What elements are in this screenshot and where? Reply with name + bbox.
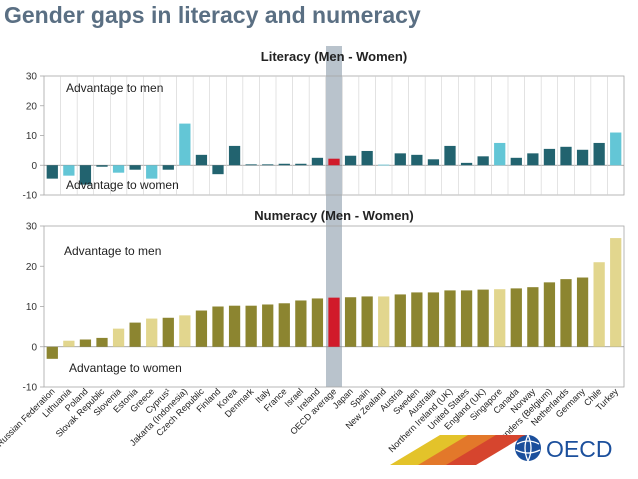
bar — [146, 165, 158, 179]
panel-title: Literacy (Men - Women) — [261, 49, 407, 64]
bar — [262, 304, 274, 347]
bar — [411, 154, 423, 166]
bar — [228, 305, 241, 347]
oecd-logo-text: OECD — [546, 436, 612, 462]
y-tick-label: 30 — [26, 72, 38, 83]
bar — [278, 163, 290, 166]
bar — [460, 162, 473, 166]
footer-stripe-red — [446, 435, 526, 465]
y-tick-label: -10 — [23, 191, 38, 202]
bar — [444, 145, 456, 166]
literacy-chart: -10 0 10 20 30 Literacy (Men - Women) Advantag… — [23, 49, 625, 202]
y-tick-label: 20 — [26, 101, 38, 112]
bar — [228, 145, 241, 166]
bar — [394, 294, 406, 347]
panel-title: Numeracy (Men - Women) — [254, 208, 413, 223]
bar — [162, 165, 174, 170]
globe-icon — [515, 435, 541, 461]
bar — [543, 148, 556, 166]
bar — [195, 310, 208, 347]
bar — [129, 165, 141, 170]
bar — [79, 339, 92, 347]
bar — [593, 142, 605, 166]
footer-decoration — [390, 435, 526, 465]
bar — [179, 123, 191, 166]
bar — [576, 277, 589, 347]
bar — [460, 290, 473, 347]
bar — [560, 279, 572, 347]
bar — [245, 305, 257, 347]
y-tick-label: 20 — [26, 262, 38, 273]
bar — [46, 165, 58, 179]
bar — [63, 340, 75, 347]
footer-stripe-yellow — [390, 435, 470, 465]
bar — [162, 317, 174, 347]
bar — [610, 132, 622, 166]
annotation-men: Advantage to men — [66, 81, 163, 95]
bar — [411, 292, 423, 347]
y-tick-label: -10 — [23, 383, 38, 394]
bar — [63, 165, 75, 176]
bar — [311, 157, 324, 166]
bar — [311, 298, 324, 347]
bar — [245, 164, 257, 166]
bar — [146, 318, 158, 347]
bar — [527, 153, 539, 166]
bar — [427, 292, 440, 347]
bar — [494, 289, 506, 347]
y-tick-label: 10 — [26, 131, 38, 142]
annotation-women: Advantage to women — [66, 178, 179, 192]
bar — [394, 153, 406, 166]
bar — [576, 149, 589, 166]
bar — [262, 164, 274, 166]
bar — [295, 300, 307, 347]
bar — [560, 146, 572, 166]
numeracy-chart: -10 0 10 20 30 Numeracy (Men - Women) Advantag… — [23, 208, 625, 394]
bar — [46, 346, 58, 359]
annotation-women: Advantage to women — [69, 361, 182, 375]
bar — [378, 164, 390, 166]
annotation-men: Advantage to men — [64, 244, 161, 258]
bar — [378, 296, 390, 347]
bar — [444, 290, 456, 347]
bar — [510, 288, 522, 347]
bar — [610, 238, 622, 347]
y-tick-label: 0 — [31, 161, 37, 172]
bar — [361, 296, 373, 347]
bar — [510, 157, 522, 166]
bar — [328, 297, 340, 347]
bar — [543, 282, 556, 347]
bar — [295, 163, 307, 166]
bar — [129, 322, 141, 347]
bar — [112, 328, 125, 347]
footer-stripe-orange — [418, 435, 498, 465]
bar — [477, 289, 489, 347]
bar — [79, 165, 92, 185]
bar — [112, 165, 125, 173]
bar — [477, 156, 489, 166]
bar — [361, 150, 373, 166]
bar — [96, 165, 108, 167]
y-tick-label: 0 — [31, 342, 37, 353]
bar — [278, 303, 290, 347]
bar — [527, 287, 539, 347]
bar — [427, 159, 440, 166]
y-tick-label: 30 — [26, 222, 38, 233]
bar — [344, 297, 357, 347]
bar — [344, 155, 357, 166]
bar — [96, 337, 108, 347]
bar — [494, 142, 506, 166]
bar — [212, 165, 224, 175]
bar — [328, 158, 340, 166]
bar — [593, 262, 605, 347]
bar — [179, 315, 191, 347]
oecd-logo: OECD — [515, 434, 612, 462]
slide-title: Gender gaps in literacy and numeracy — [4, 2, 421, 28]
bar — [212, 306, 224, 347]
y-tick-label: 10 — [26, 302, 38, 313]
bar — [195, 154, 208, 166]
